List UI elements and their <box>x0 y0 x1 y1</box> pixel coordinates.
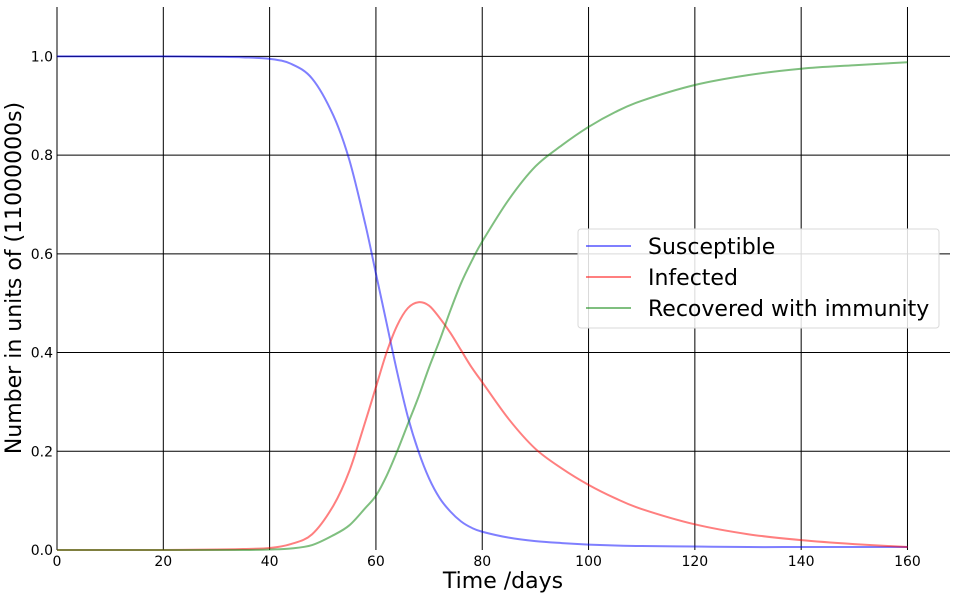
x-tick-label: 40 <box>261 554 279 570</box>
y-tick-label: 0.4 <box>31 346 53 362</box>
x-tick-label: 0 <box>53 554 62 570</box>
series-line-0 <box>56 55 908 549</box>
x-tick-label: 140 <box>788 554 815 570</box>
x-tick-label: 160 <box>894 554 921 570</box>
legend-label: Susceptible <box>648 235 775 260</box>
x-tick-label: 60 <box>367 554 385 570</box>
y-axis-label: Number in units of (11000000s) <box>2 102 27 454</box>
y-tick-label: 1.0 <box>31 49 53 65</box>
x-tick-label: 20 <box>154 554 172 570</box>
y-tick-label: 0.6 <box>31 247 53 263</box>
x-tick-label: 120 <box>681 554 708 570</box>
legend: Susceptible Infected Recovered with immuni… <box>577 228 940 329</box>
y-tick-label: 0.0 <box>31 543 53 559</box>
legend-label: Infected <box>648 266 738 291</box>
series-lines <box>56 55 908 552</box>
legend-label: Recovered with immunity <box>648 297 929 322</box>
x-tick-label: 100 <box>575 554 602 570</box>
legend-box <box>577 228 940 329</box>
series-line-2 <box>56 61 908 552</box>
x-tick-label: 80 <box>473 554 491 570</box>
series-line-1 <box>56 301 908 552</box>
y-tick-label: 0.2 <box>31 444 53 460</box>
axis-ticks: 0 20 40 60 80 100 120 140 160 0.0 0.2 0.4 0.6 0.8 1.0 <box>31 49 921 570</box>
x-axis-label: Time /days <box>442 569 563 594</box>
y-tick-label: 0.8 <box>31 148 53 164</box>
